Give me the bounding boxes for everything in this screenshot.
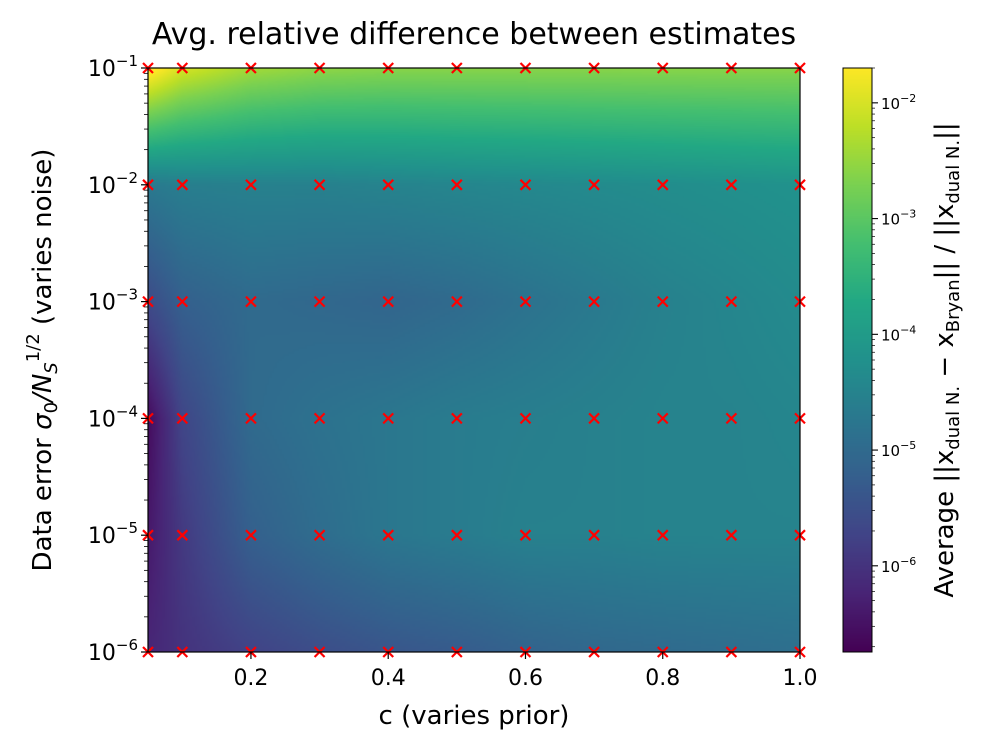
- colorbar-tick-label: 10−3: [881, 208, 916, 229]
- sample-point-marker: [519, 295, 532, 308]
- chart-title: Avg. relative difference between estimat…: [152, 17, 796, 52]
- sample-point-marker: [588, 529, 600, 541]
- heatmap-image: [148, 68, 800, 652]
- colorbar-tick-label: 10−6: [881, 555, 916, 576]
- sample-point-marker: [656, 295, 669, 308]
- sample-point-marker: [588, 179, 600, 191]
- sample-point-marker: [245, 179, 257, 191]
- sample-point-marker: [382, 529, 394, 541]
- sample-point-marker: [313, 412, 326, 425]
- sample-point-marker: [451, 295, 463, 308]
- y-tick-label: 10−1: [88, 52, 138, 82]
- sample-point-marker: [451, 412, 463, 425]
- colorbar: [843, 68, 872, 652]
- sample-point-marker: [519, 412, 532, 425]
- sample-point-marker: [519, 179, 532, 191]
- sample-point-marker: [656, 179, 669, 191]
- y-tick-label: 10−5: [88, 519, 138, 549]
- x-tick-label: 0.2: [233, 666, 268, 691]
- sample-point-marker: [588, 295, 600, 308]
- y-tick-label: 10−3: [88, 286, 138, 316]
- sample-point-marker: [176, 412, 189, 425]
- sample-point-marker: [176, 295, 189, 308]
- sample-point-marker: [519, 529, 532, 541]
- sample-point-marker: [176, 179, 189, 191]
- sample-point-marker: [245, 295, 257, 308]
- sample-point-marker: [176, 529, 189, 541]
- plot-frame: [147, 67, 801, 653]
- sample-point-marker: [451, 179, 463, 191]
- sample-point-marker: [656, 412, 669, 425]
- y-axis: 10−6 10−5 10−4 10−3 10−2 10−1: [88, 52, 148, 666]
- x-tick-label: 0.4: [371, 666, 406, 691]
- sample-point-marker: [725, 412, 738, 425]
- sample-point-marker: [588, 412, 600, 425]
- x-axis: 0.2 0.4 0.6 0.8 1.0: [233, 652, 818, 691]
- y-tick-label: 10−4: [88, 402, 138, 432]
- sample-point-marker: [451, 529, 463, 541]
- colorbar-label: Average ||xdual N. − xBryan|| / ||xdual …: [930, 122, 964, 597]
- y-tick-label: 10−6: [88, 636, 138, 666]
- colorbar-tick-label: 10−4: [881, 323, 916, 344]
- x-tick-label: 0.8: [645, 666, 680, 691]
- colorbar-tick-label: 10−5: [881, 439, 916, 460]
- sample-point-marker: [245, 412, 257, 425]
- sample-point-marker: [245, 529, 257, 541]
- sample-point-marker: [313, 529, 326, 541]
- x-tick-label: 1.0: [783, 666, 818, 691]
- sample-point-marker: [725, 529, 738, 541]
- y-tick-label: 10−2: [88, 169, 138, 199]
- x-axis-label: c (varies prior): [379, 701, 570, 731]
- sample-point-marker: [382, 412, 394, 425]
- sample-point-marker: [725, 179, 738, 191]
- colorbar-tick-label: 10−2: [881, 92, 916, 113]
- sample-point-marker: [656, 529, 669, 541]
- sample-point-marker: [382, 179, 394, 191]
- sample-point-marker: [382, 295, 394, 308]
- y-axis-label: Data error σ0/NS1/2 (varies noise): [23, 149, 62, 572]
- colorbar-axis: 10−6 10−5 10−4 10−3 10−2: [872, 67, 916, 648]
- sample-point-marker: [313, 295, 326, 308]
- x-tick-label: 0.6: [508, 666, 543, 691]
- sample-point-marker: [313, 179, 326, 191]
- sample-point-marker: [725, 295, 738, 308]
